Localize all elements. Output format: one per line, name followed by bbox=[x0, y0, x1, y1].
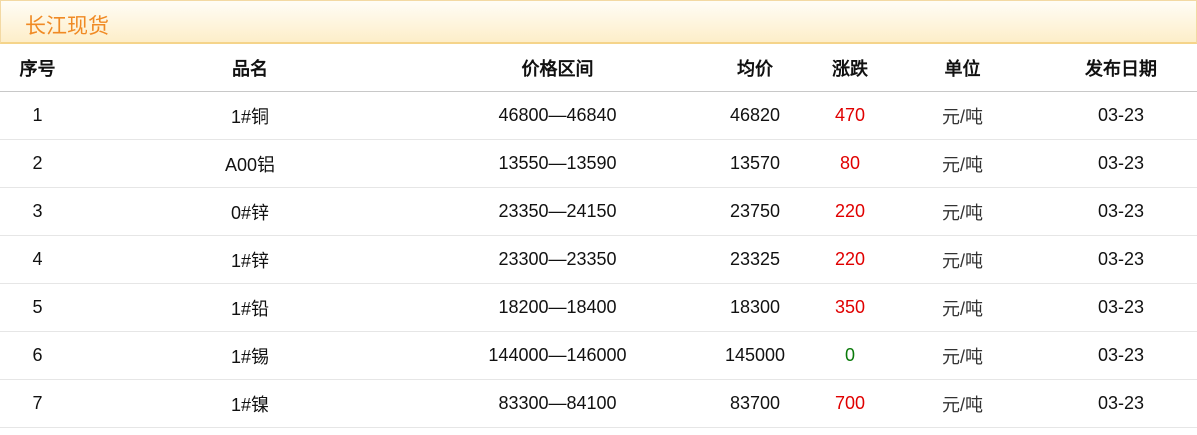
unit: 元/吨 bbox=[880, 187, 1045, 236]
average-price: 83700 bbox=[690, 379, 820, 428]
table-row: 2 A00铝 13550—13590 13570 80 元/吨 03-23 bbox=[0, 139, 1197, 188]
price-range: 23300—23350 bbox=[425, 235, 690, 284]
table-row: 7 1#镍 83300—84100 83700 700 元/吨 03-23 bbox=[0, 379, 1197, 428]
price-change: 700 bbox=[820, 379, 880, 428]
price-range: 18200—18400 bbox=[425, 283, 690, 332]
product-name: 1#铜 bbox=[75, 91, 425, 140]
table-row: 6 1#锡 144000—146000 145000 0 元/吨 03-23 bbox=[0, 331, 1197, 380]
col-header-date: 发布日期 bbox=[1045, 44, 1197, 92]
row-number: 4 bbox=[0, 235, 75, 284]
average-price: 23325 bbox=[690, 235, 820, 284]
product-name: A00铝 bbox=[75, 139, 425, 188]
row-number: 5 bbox=[0, 283, 75, 332]
unit: 元/吨 bbox=[880, 91, 1045, 140]
col-header-no: 序号 bbox=[0, 44, 75, 92]
publish-date: 03-23 bbox=[1045, 379, 1197, 428]
average-price: 23750 bbox=[690, 187, 820, 236]
row-number: 3 bbox=[0, 187, 75, 236]
publish-date: 03-23 bbox=[1045, 91, 1197, 140]
average-price: 145000 bbox=[690, 331, 820, 380]
publish-date: 03-23 bbox=[1045, 139, 1197, 188]
table-row: 3 0#锌 23350—24150 23750 220 元/吨 03-23 bbox=[0, 187, 1197, 236]
price-change: 470 bbox=[820, 91, 880, 140]
publish-date: 03-23 bbox=[1045, 235, 1197, 284]
unit: 元/吨 bbox=[880, 331, 1045, 380]
price-change: 350 bbox=[820, 283, 880, 332]
section-header: 长江现货 bbox=[0, 0, 1197, 44]
table-header-row: 序号 品名 价格区间 均价 涨跌 单位 发布日期 bbox=[0, 44, 1197, 92]
product-name: 1#锡 bbox=[75, 331, 425, 380]
price-change: 220 bbox=[820, 235, 880, 284]
col-header-change: 涨跌 bbox=[820, 44, 880, 92]
col-header-range: 价格区间 bbox=[425, 44, 690, 92]
unit: 元/吨 bbox=[880, 235, 1045, 284]
unit: 元/吨 bbox=[880, 379, 1045, 428]
product-name: 1#镍 bbox=[75, 379, 425, 428]
unit: 元/吨 bbox=[880, 139, 1045, 188]
table-row: 4 1#锌 23300—23350 23325 220 元/吨 03-23 bbox=[0, 235, 1197, 284]
product-name: 1#铅 bbox=[75, 283, 425, 332]
price-range: 13550—13590 bbox=[425, 139, 690, 188]
price-range: 144000—146000 bbox=[425, 331, 690, 380]
unit: 元/吨 bbox=[880, 283, 1045, 332]
average-price: 18300 bbox=[690, 283, 820, 332]
price-change: 0 bbox=[820, 331, 880, 380]
price-range: 46800—46840 bbox=[425, 91, 690, 140]
price-range: 23350—24150 bbox=[425, 187, 690, 236]
publish-date: 03-23 bbox=[1045, 283, 1197, 332]
price-range: 83300—84100 bbox=[425, 379, 690, 428]
row-number: 2 bbox=[0, 139, 75, 188]
average-price: 13570 bbox=[690, 139, 820, 188]
table-row: 1 1#铜 46800—46840 46820 470 元/吨 03-23 bbox=[0, 91, 1197, 140]
col-header-name: 品名 bbox=[75, 44, 425, 92]
row-number: 1 bbox=[0, 91, 75, 140]
section-title: 长江现货 bbox=[25, 14, 109, 38]
row-number: 6 bbox=[0, 331, 75, 380]
col-header-unit: 单位 bbox=[880, 44, 1045, 92]
price-change: 80 bbox=[820, 139, 880, 188]
publish-date: 03-23 bbox=[1045, 187, 1197, 236]
product-name: 1#锌 bbox=[75, 235, 425, 284]
price-table: 序号 品名 价格区间 均价 涨跌 单位 发布日期 1 1#铜 46800—46840… bbox=[0, 44, 1197, 428]
price-change: 220 bbox=[820, 187, 880, 236]
row-number: 7 bbox=[0, 379, 75, 428]
col-header-avg: 均价 bbox=[690, 44, 820, 92]
table-row: 5 1#铅 18200—18400 18300 350 元/吨 03-23 bbox=[0, 283, 1197, 332]
product-name: 0#锌 bbox=[75, 187, 425, 236]
publish-date: 03-23 bbox=[1045, 331, 1197, 380]
average-price: 46820 bbox=[690, 91, 820, 140]
